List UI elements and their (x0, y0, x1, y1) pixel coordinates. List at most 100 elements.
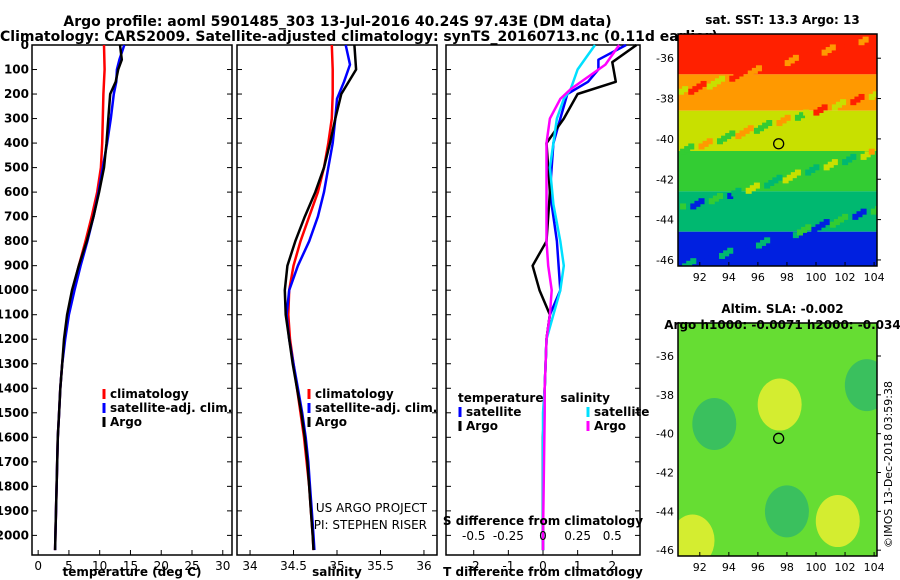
sst-pixel (751, 67, 758, 74)
annotation-pi: PI: STEPHEN RISER (314, 518, 427, 532)
sst-pixel (743, 127, 750, 134)
sst-pixel (831, 104, 838, 111)
sst-pixel (840, 99, 847, 106)
sst-pixel (716, 138, 723, 145)
sst-pixel (694, 200, 701, 207)
sst-pixel (764, 237, 771, 244)
depth-tick-label: 200 (4, 87, 29, 101)
legend-heading-temperature: temperature (458, 391, 543, 405)
map-y-tick-label: -44 (656, 505, 674, 518)
map-y-tick-label: -40 (656, 428, 674, 441)
sst-pixel (700, 258, 707, 265)
sst-pixel (780, 117, 787, 124)
sst_map-frame (677, 33, 878, 267)
depth-tick-label: 900 (4, 259, 29, 273)
x-tick-label: 0 (539, 559, 547, 573)
sst-pixel (760, 239, 767, 246)
sst-pixel (682, 86, 689, 93)
sst_map-title: sat. SST: 13.3 Argo: 13 (705, 13, 859, 27)
sst-band (678, 74, 877, 111)
sst-pixel (805, 224, 812, 231)
sst-pixel (700, 80, 707, 87)
sst-pixel (698, 198, 705, 205)
sst-pixel (848, 39, 855, 46)
map-x-tick-label: 96 (751, 271, 765, 284)
sst-pixel (813, 164, 820, 171)
x-tick-label: 25 (184, 559, 199, 573)
sst-pixel (815, 224, 822, 231)
series-line-climatology (287, 44, 334, 551)
series-line-temperature-argo (531, 43, 638, 551)
sst-pixel (716, 193, 723, 200)
sst-pixel (690, 203, 697, 210)
sst-pixel (782, 232, 789, 239)
sla-blob (678, 514, 715, 556)
legend-label: satellite-adj. clim. (315, 401, 437, 415)
x-axis-label: T difference from climatology (443, 565, 643, 579)
sst-pixel (858, 39, 865, 46)
legend-label: satellite (466, 405, 521, 419)
series-line-argo (53, 44, 124, 551)
depth-tick-label: 1200 (0, 332, 29, 346)
depth-tick-label: 1700 (0, 455, 29, 469)
sst-pixel (706, 138, 713, 145)
x-tick-label: 35.5 (367, 559, 394, 573)
sst-pixel (735, 133, 742, 140)
s-tick-label: -0.25 (493, 529, 524, 543)
sst-pixel (807, 52, 814, 59)
sst-pixel (821, 104, 828, 111)
map-x-tick-label: 98 (780, 561, 794, 574)
x-tick-label: 35 (329, 559, 344, 573)
depth-tick-label: 1100 (0, 308, 29, 322)
figure-title-line2: Climatology: CARS2009. Satellite-adjuste… (0, 29, 718, 45)
depth-tick-label: 700 (4, 210, 29, 224)
sst-pixel (784, 114, 791, 121)
legend-label: climatology (315, 387, 394, 401)
sla_map-field (678, 323, 877, 556)
sla_map-title: Altim. SLA: -0.002 (721, 302, 843, 316)
sst-pixel (838, 216, 845, 223)
sst-pixel (774, 237, 781, 244)
sst-pixel (801, 226, 808, 233)
sst-pixel (792, 232, 799, 239)
sst-pixel (774, 60, 781, 67)
map-x-tick-label: 102 (835, 271, 856, 284)
sst-pixel (827, 161, 834, 168)
sst-pixel (833, 219, 840, 226)
sst-pixel (796, 229, 803, 236)
depth-tick-label: 500 (4, 161, 29, 175)
sst-pixel (772, 177, 779, 184)
sst-pixel (790, 172, 797, 179)
series-line-argo (283, 44, 358, 551)
map-y-tick-label: -36 (656, 350, 674, 363)
salinity-panel: 34 34.5 35 35.5 36 salinity climatologysatelli… (236, 44, 438, 579)
sst-pixel (764, 182, 771, 189)
sst-pixel (749, 185, 756, 192)
x-tick-label: 20 (154, 559, 169, 573)
sst-pixel (858, 93, 865, 100)
sst-pixel (688, 143, 695, 150)
sst-pixel (688, 88, 695, 95)
sst-pixel (712, 195, 719, 202)
x-tick-label: 2 (608, 559, 616, 573)
legend-label: Argo (110, 415, 142, 429)
map-x-tick-label: 94 (722, 271, 736, 284)
sst-pixel (792, 54, 799, 61)
sst-pixel (784, 60, 791, 67)
depth-tick-label: 300 (4, 112, 29, 126)
sst-pixel (770, 62, 777, 69)
sst_map-field (678, 34, 877, 266)
sst-pixel (868, 148, 875, 155)
depth-tick-label: 0 (21, 38, 29, 52)
sst-pixel (680, 148, 687, 155)
x-axis-label: salinity (312, 565, 362, 579)
map-y-tick-label: -42 (656, 173, 674, 186)
sst-pixel (817, 106, 824, 113)
depth-tick-label: 1600 (0, 430, 29, 444)
depth-tick-label: 1500 (0, 406, 29, 420)
legend-label: Argo (466, 419, 498, 433)
x-tick-label: 34 (242, 559, 257, 573)
map-x-tick-label: 96 (751, 561, 765, 574)
depth-tick-label: 1900 (0, 504, 29, 518)
